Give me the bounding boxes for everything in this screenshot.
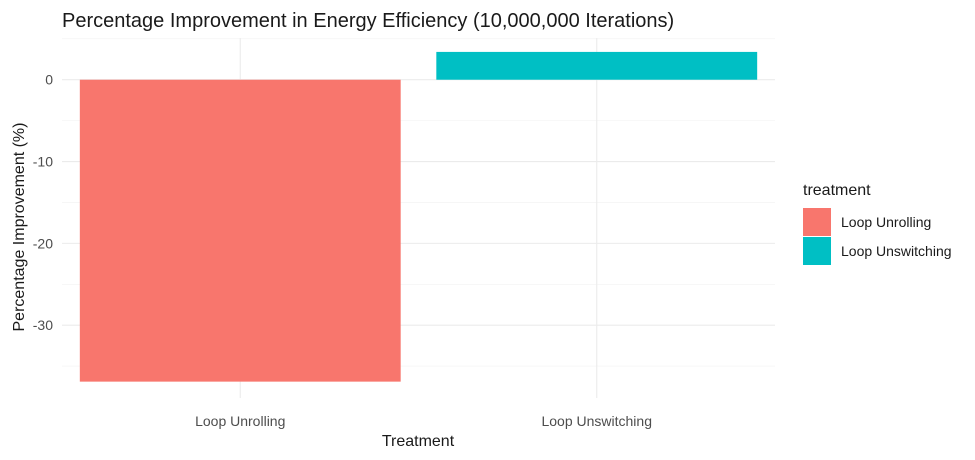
legend-label: Loop Unrolling — [841, 214, 931, 230]
y-tick-label: 0 — [45, 72, 53, 88]
legend-swatch — [803, 237, 831, 265]
y-tick-label: -10 — [33, 154, 53, 170]
bar-loop-unswitching — [436, 51, 758, 80]
y-tick-label: -30 — [33, 317, 53, 333]
y-axis-title: Percentage Improvement (%) — [11, 123, 28, 332]
legend: treatment Loop Unrolling Loop Unswitching — [803, 182, 952, 265]
x-tick-label: Loop Unswitching — [541, 413, 652, 429]
bar-loop-unrolling — [79, 79, 401, 382]
legend-title: treatment — [803, 182, 871, 199]
y-axis-tick-labels: 0 -10 -20 -30 — [33, 72, 53, 333]
x-axis-title: Treatment — [382, 433, 455, 450]
legend-label: Loop Unswitching — [841, 243, 952, 259]
x-tick-label: Loop Unrolling — [195, 413, 285, 429]
bars — [79, 51, 758, 382]
y-tick-label: -20 — [33, 235, 53, 251]
chart-title: Percentage Improvement in Energy Efficie… — [62, 10, 674, 32]
legend-swatch — [803, 208, 831, 236]
x-axis-tick-labels: Loop Unrolling Loop Unswitching — [195, 413, 652, 429]
